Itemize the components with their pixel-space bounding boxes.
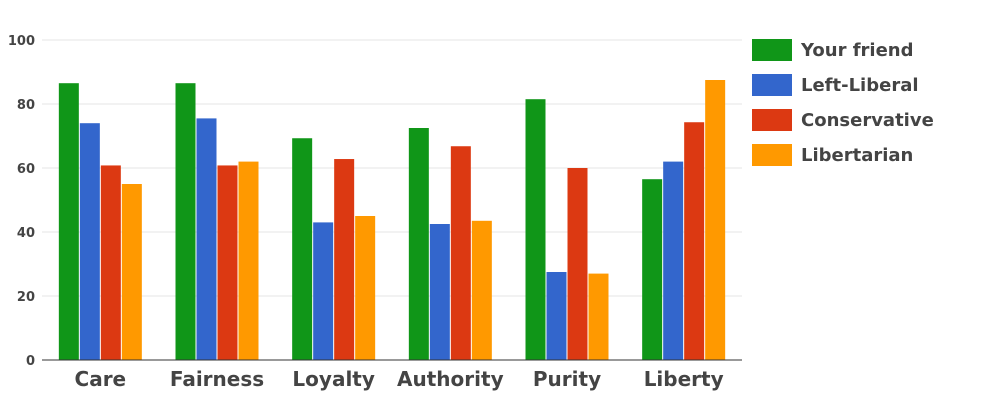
bar-authority-conservative (450, 146, 471, 360)
bar-fairness-your-friend (175, 83, 196, 360)
x-tick-label: Care (75, 367, 127, 391)
bar-authority-left-liberal (429, 224, 450, 360)
y-tick-label: 0 (26, 354, 35, 369)
bar-care-your-friend (58, 83, 79, 360)
legend-swatch (752, 39, 792, 61)
legend-label: Libertarian (801, 145, 913, 166)
axes: 0 20 40 60 80 100 Care Fairness Loyalty Authority… (8, 34, 742, 391)
legend-swatch (752, 109, 792, 131)
bar-loyalty-your-friend (292, 138, 313, 360)
x-tick-label: Fairness (170, 367, 264, 391)
bar-fairness-libertarian (238, 161, 259, 360)
bar-loyalty-conservative (334, 159, 355, 360)
bar-loyalty-left-liberal (313, 222, 334, 360)
y-tick-label: 40 (17, 226, 35, 241)
bar-care-conservative (100, 165, 121, 360)
y-tick-label: 60 (17, 162, 35, 177)
x-tick-label: Authority (397, 367, 504, 391)
bar-liberty-left-liberal (663, 161, 684, 360)
legend-swatch (752, 144, 792, 166)
y-tick-label: 100 (8, 34, 35, 49)
bar-care-libertarian (121, 184, 142, 360)
bar-authority-libertarian (471, 220, 492, 360)
legend-swatch (752, 74, 792, 96)
bar-liberty-your-friend (642, 179, 663, 360)
legend-label: Your friend (800, 40, 914, 61)
bar-purity-conservative (567, 168, 588, 360)
legend-label: Conservative (801, 110, 934, 131)
y-tick-label: 80 (17, 98, 35, 113)
grid (42, 39, 742, 297)
bar-liberty-conservative (684, 122, 705, 361)
x-tick-label: Purity (533, 367, 601, 391)
bar-care-left-liberal (79, 123, 100, 360)
bar-purity-libertarian (588, 273, 609, 360)
legend: Your friend Left-Liberal Conservative Liber… (752, 39, 934, 166)
y-tick-label: 20 (17, 290, 35, 305)
x-tick-label: Loyalty (292, 367, 374, 391)
bar-fairness-left-liberal (196, 118, 217, 361)
bars (58, 80, 726, 361)
legend-label: Left-Liberal (801, 75, 919, 96)
bar-authority-your-friend (408, 128, 429, 360)
bar-purity-your-friend (525, 99, 546, 360)
bar-liberty-libertarian (705, 80, 726, 360)
x-tick-label: Liberty (644, 367, 724, 391)
bar-fairness-conservative (217, 165, 238, 360)
bar-loyalty-libertarian (355, 216, 376, 360)
bar-purity-left-liberal (546, 272, 567, 360)
